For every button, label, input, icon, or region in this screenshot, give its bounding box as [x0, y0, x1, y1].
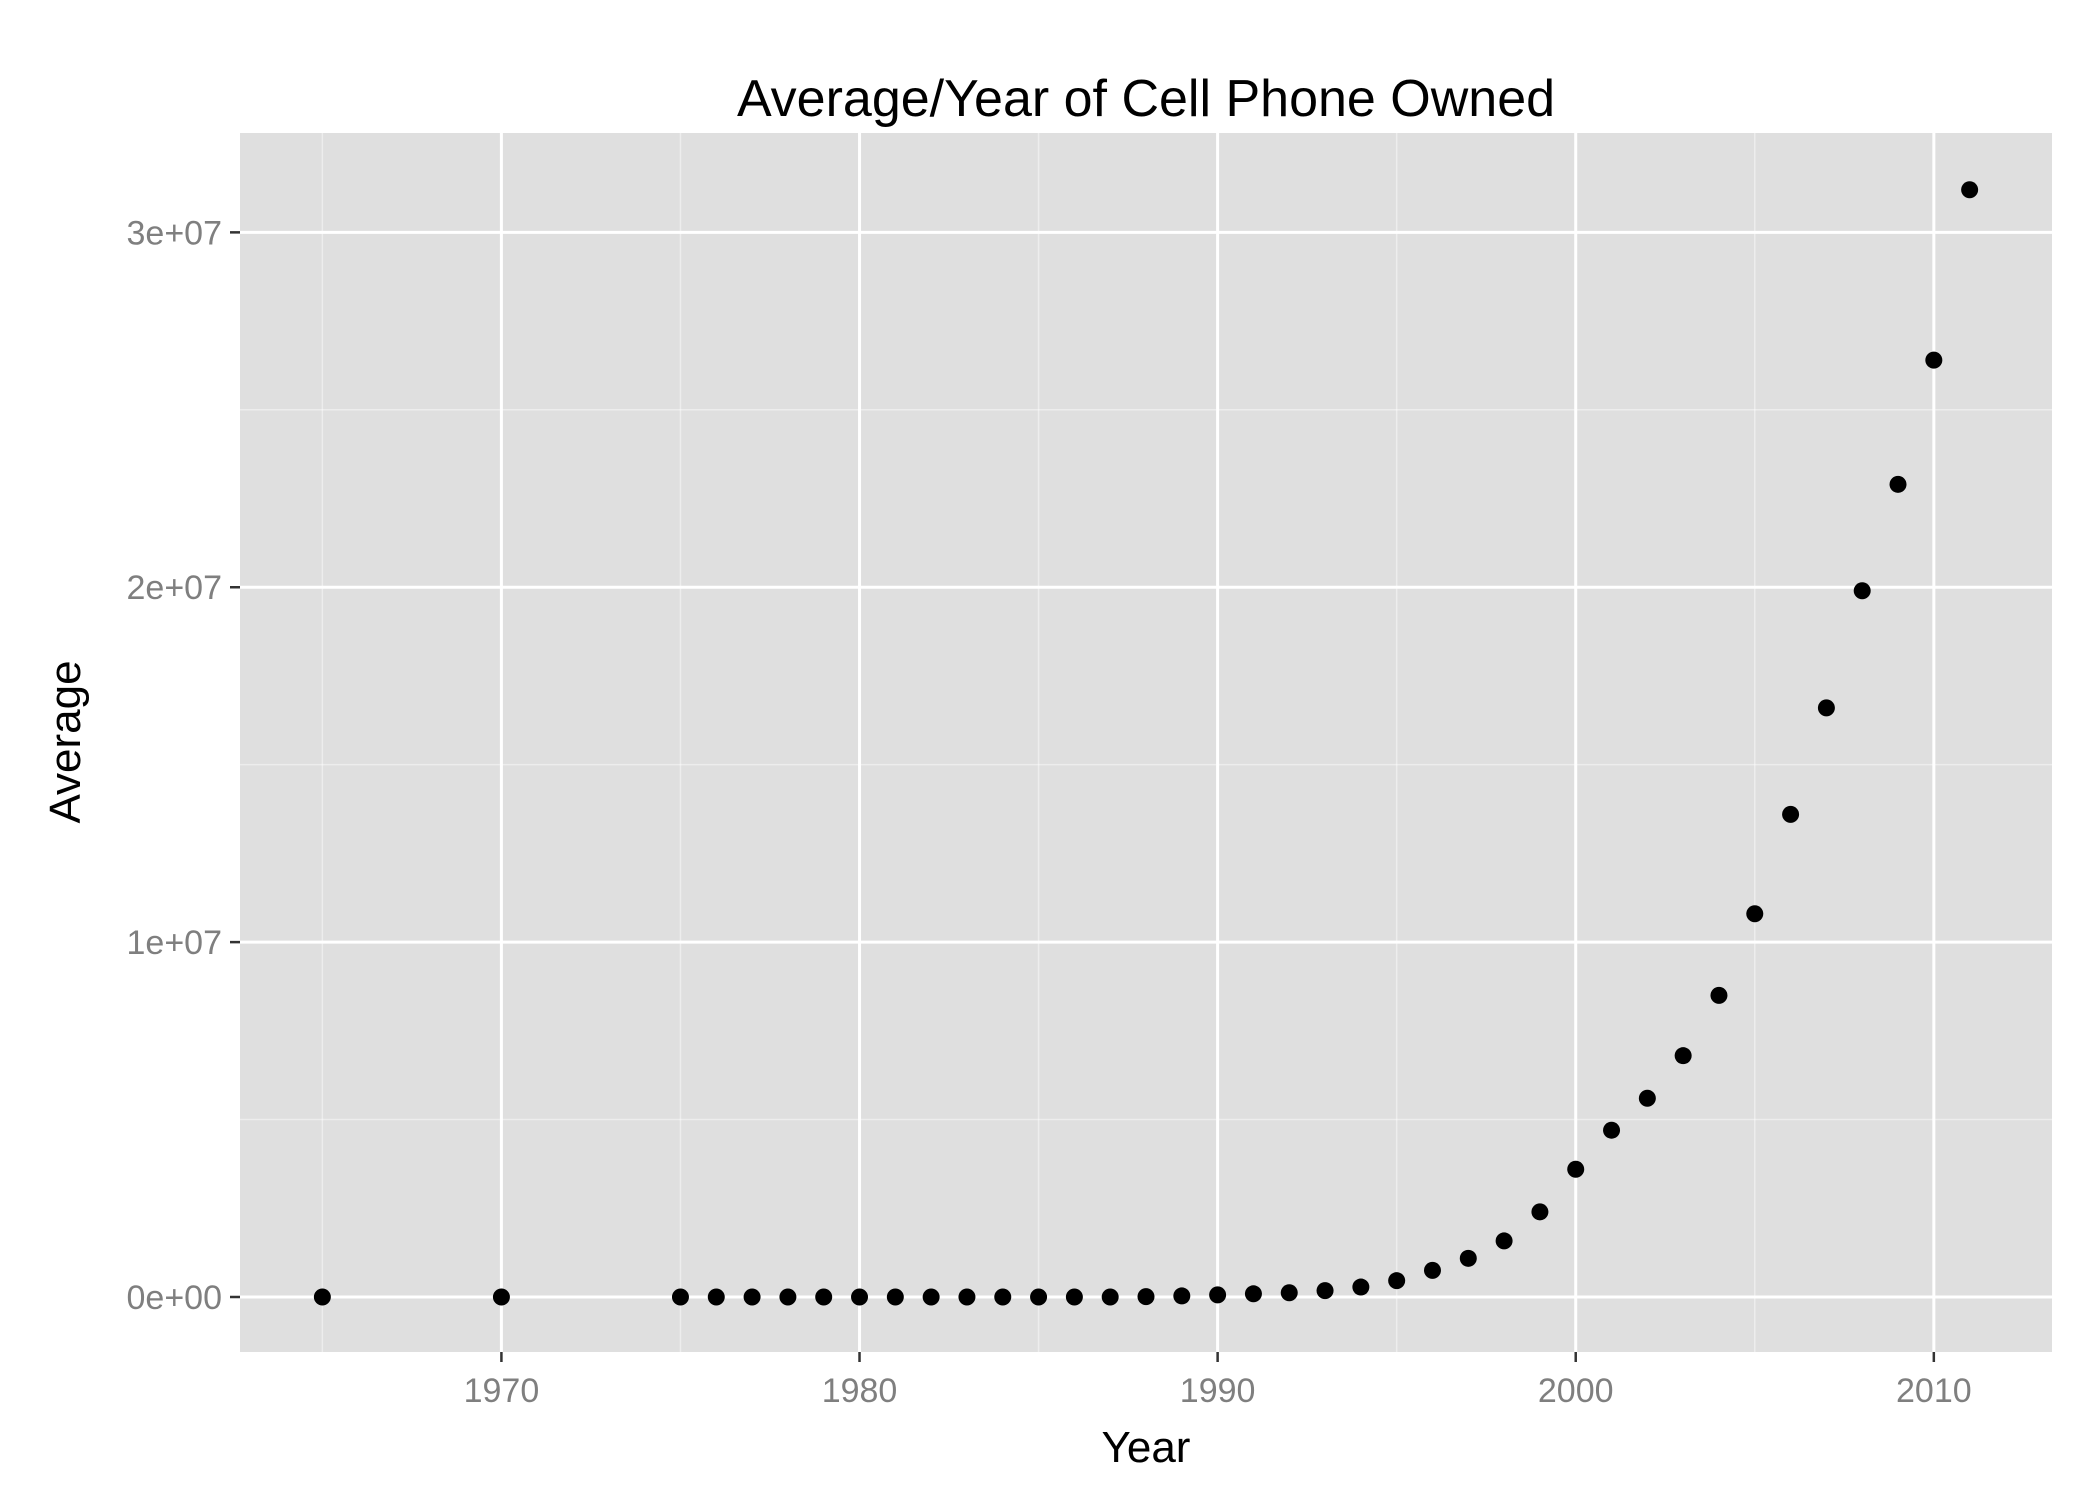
data-point: [1746, 905, 1764, 923]
data-point: [1209, 1286, 1227, 1304]
data-point: [1782, 805, 1800, 823]
data-point: [743, 1288, 761, 1306]
data-point: [1459, 1249, 1477, 1267]
x-tick-label: 2000: [1538, 1372, 1614, 1410]
data-point: [1710, 986, 1728, 1004]
data-point: [1674, 1047, 1692, 1065]
x-tick-label: 1990: [1180, 1372, 1256, 1410]
plot-panel: [240, 133, 2052, 1352]
data-point: [886, 1288, 904, 1306]
data-point: [1030, 1288, 1048, 1306]
data-point: [1495, 1232, 1513, 1250]
data-point: [1244, 1285, 1262, 1303]
data-point: [1853, 582, 1871, 600]
data-point: [671, 1288, 689, 1306]
data-point: [994, 1288, 1012, 1306]
data-point: [1137, 1288, 1155, 1306]
data-point: [1603, 1121, 1621, 1139]
data-point: [313, 1288, 331, 1306]
minor-gridlines: [240, 133, 2052, 1352]
chart-title: Average/Year of Cell Phone Owned: [737, 70, 1555, 128]
data-point: [1817, 699, 1835, 717]
y-axis: 0e+00 1e+07 2e+07 3e+07: [127, 214, 240, 1317]
y-tick-label: 2e+07: [127, 569, 223, 607]
x-axis-title: Year: [1102, 1423, 1191, 1472]
data-point: [1531, 1203, 1549, 1221]
data-point: [815, 1288, 833, 1306]
data-point: [1173, 1287, 1191, 1305]
data-point: [1889, 475, 1907, 493]
data-point: [851, 1288, 869, 1306]
data-point: [1101, 1288, 1119, 1306]
data-point: [1638, 1089, 1656, 1107]
data-point: [1925, 351, 1943, 369]
data-point: [1065, 1288, 1083, 1306]
data-point: [1316, 1282, 1334, 1300]
data-point: [492, 1288, 510, 1306]
data-point: [1352, 1278, 1370, 1296]
data-point: [779, 1288, 797, 1306]
y-tick-label: 0e+00: [127, 1279, 223, 1317]
x-axis: 1970 1980 1990 2000 2010: [464, 1352, 1972, 1410]
x-tick-label: 1970: [464, 1372, 540, 1410]
data-point: [958, 1288, 976, 1306]
x-tick-label: 2010: [1896, 1372, 1972, 1410]
data-point: [1423, 1261, 1441, 1279]
data-points: [313, 181, 1979, 1306]
data-point: [707, 1288, 725, 1306]
data-point: [1961, 181, 1979, 199]
y-axis-title: Average: [41, 660, 90, 823]
data-point: [1280, 1284, 1298, 1302]
y-tick-label: 1e+07: [127, 924, 223, 962]
data-point: [1567, 1160, 1585, 1178]
x-tick-label: 1980: [822, 1372, 898, 1410]
data-point: [1388, 1272, 1406, 1290]
data-point: [922, 1288, 940, 1306]
y-tick-label: 3e+07: [127, 214, 223, 252]
